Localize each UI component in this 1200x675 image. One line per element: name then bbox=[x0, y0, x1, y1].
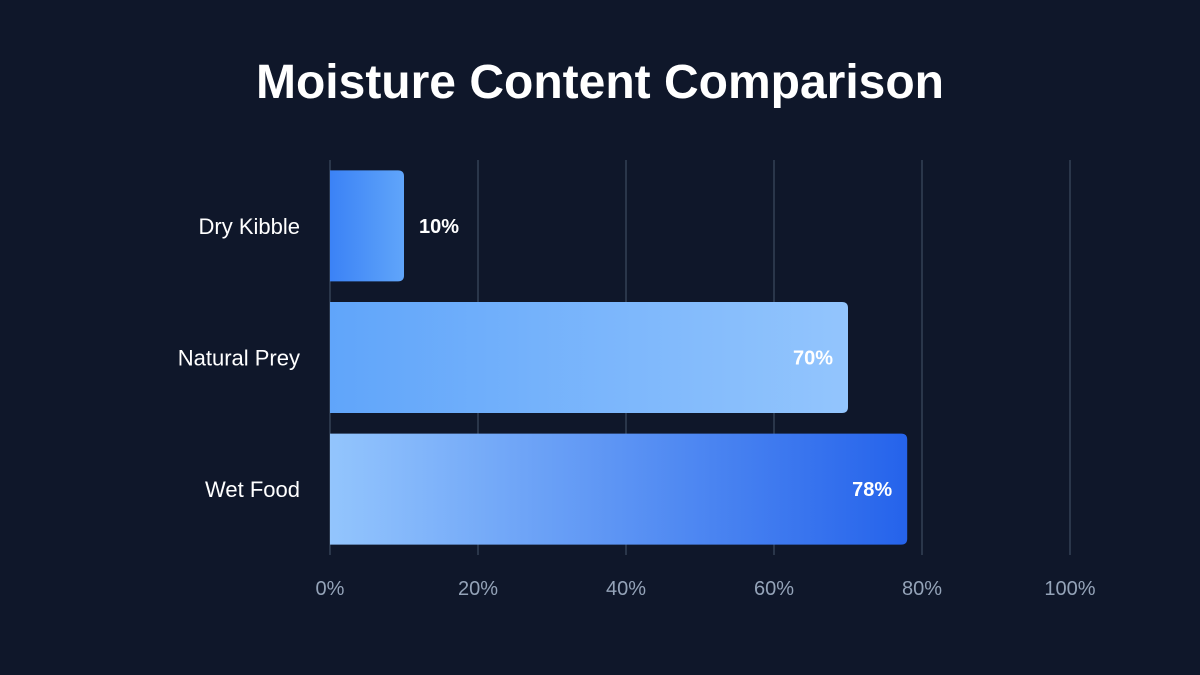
bar-natural-prey bbox=[330, 302, 848, 413]
x-tick-label: 60% bbox=[754, 578, 794, 600]
value-label: 78% bbox=[852, 479, 892, 501]
bar-dry-kibble bbox=[330, 170, 404, 282]
category-label: Wet Food bbox=[205, 477, 300, 502]
category-label: Dry Kibble bbox=[199, 214, 300, 239]
chart-title: Moisture Content Comparison bbox=[255, 56, 944, 109]
x-tick-label: 40% bbox=[606, 578, 646, 600]
x-tick-label: 80% bbox=[902, 578, 942, 600]
x-tick-label: 0% bbox=[316, 578, 345, 600]
x-tick-label: 100% bbox=[1044, 578, 1095, 600]
category-label: Natural Prey bbox=[178, 346, 300, 371]
x-tick-label: 20% bbox=[458, 578, 498, 600]
value-label: 10% bbox=[419, 216, 459, 238]
bar-wet-food bbox=[330, 433, 908, 545]
value-label: 70% bbox=[793, 348, 833, 370]
